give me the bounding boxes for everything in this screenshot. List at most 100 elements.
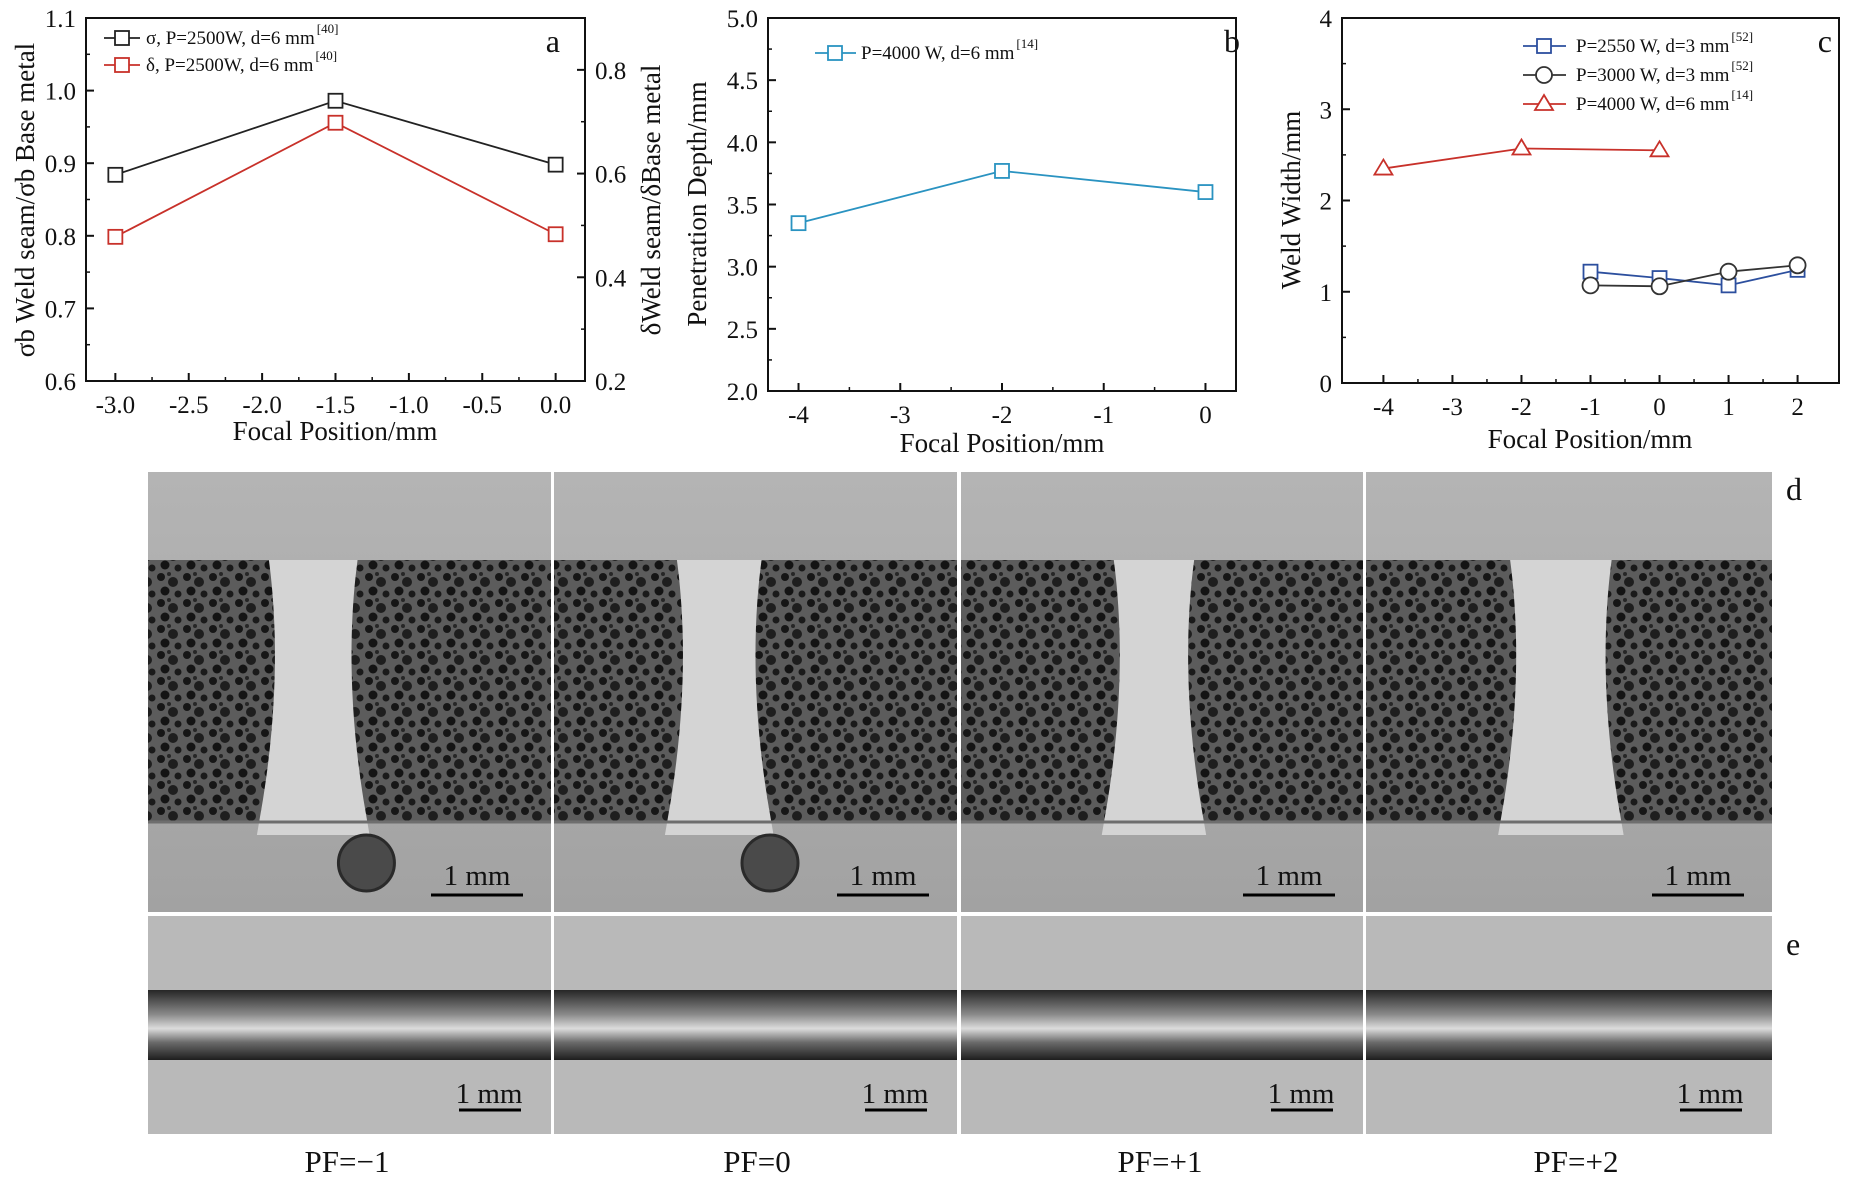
weld-surface-micrograph: 1 mm [148,916,551,1134]
cross-section-micrograph: 1 mm [554,472,957,912]
x-tick-label: -2.5 [169,392,209,419]
pf-label: PF=0 [723,1144,790,1179]
y-tick-label: 0 [1320,371,1333,398]
cross-section-micrograph: 1 mm [148,472,551,912]
y-tick-label: 4 [1320,6,1333,33]
panel-b-legend: P=4000 W, d=6 mm [14] [815,36,1038,64]
series-line [114,121,557,238]
y-tick-label: 0.9 [45,151,76,178]
data-point [327,92,344,109]
x-tick-label: -3 [1442,394,1463,421]
panel-a-ylabel: σb Weld seam/σb Base metal [10,43,40,357]
y-tick-label: 3.5 [727,193,758,220]
scale-bar-label: 1 mm [1665,860,1732,892]
row-e-letter: e [1786,926,1800,962]
legend-a-delta-label: δ, P=2500W, d=6 mm [146,55,314,76]
y-tick-label: 1.1 [45,6,76,33]
fusion-zone [256,560,370,835]
x-tick-label: 2 [1791,394,1804,421]
data-point [107,166,124,183]
panel-c-legend: P=2550 W, d=3 mm [52] P=3000 W, d=3 mm [… [1523,29,1753,115]
y-tick-label: 0.8 [45,224,76,251]
panel-b-series [790,163,1214,232]
legend-a-delta-ref: [40] [315,48,337,63]
y-tick-label: 0.6 [45,369,76,396]
weld-bead [554,990,957,1060]
x-tick-label: -1.0 [389,392,429,419]
data-point [327,114,344,131]
x-tick-label: 0 [1199,402,1212,429]
legend-c-3000-marker [1535,66,1553,84]
legend-a-delta-marker [114,57,130,73]
scale-bar-label: 1 mm [1677,1078,1744,1110]
data-point [1581,276,1600,295]
panel-b-xlabel: Focal Position/mm [900,428,1105,458]
panel-a-xlabel: Focal Position/mm [233,416,438,446]
y-right-tick-label: 0.8 [595,58,626,85]
y-tick-label: 1.0 [45,79,76,106]
scale-bar-label: 1 mm [1268,1078,1335,1110]
panel-a-letter: a [546,23,560,59]
series-line [1590,264,1798,288]
data-point [1197,184,1214,200]
panel-b-letter: b [1224,23,1240,59]
series-line [1590,268,1798,287]
y-tick-label: 0.7 [45,296,76,323]
y-tick-label: 4.5 [727,68,758,95]
panel-c-letter: c [1818,23,1832,59]
x-tick-label: -2 [992,402,1013,429]
x-tick-label: 0 [1653,394,1666,421]
scale-bar-label: 1 mm [456,1078,523,1110]
data-point [994,163,1010,179]
x-tick-label: -0.5 [462,392,502,419]
x-tick-label: -3.0 [96,392,136,419]
legend-c-4000-label: P=4000 W, d=6 mm [1576,94,1730,115]
x-tick-label: -2 [1511,394,1532,421]
panel-c-ylabel: Weld Width/mm [1276,111,1306,289]
x-tick-label: -1.5 [316,392,356,419]
scale-bar-label: 1 mm [850,860,917,892]
scale-bar-label: 1 mm [1256,860,1323,892]
panel-a: -3.0 -2.5 -2.0 -1.5 -1.0 -0.5 0.0 0.6 0.7 0.8 0.9 1… [10,6,666,446]
x-tick-label: 1 [1722,394,1735,421]
y-tick-label: 4.0 [727,130,758,157]
data-point [1788,256,1807,275]
y-tick-label: 3.0 [727,255,758,282]
legend-c-2550-marker [1536,38,1552,54]
series-line [115,99,556,176]
pf-label: PF=+1 [1118,1144,1203,1179]
weld-bead [1366,990,1772,1060]
panel-a-series [107,92,564,245]
cross-section-row: 1 mm 1 mm 1 mm 1 mm [148,472,1772,912]
y-right-tick-label: 0.4 [595,265,627,292]
y-tick-label: 2.0 [727,379,758,406]
data-point [1372,157,1395,176]
legend-c-2550-ref: [52] [1731,29,1753,44]
data-point [107,228,124,245]
x-tick-label: -4 [788,402,809,429]
y-tick-label: 5.0 [727,6,758,33]
panel-c-series [1372,137,1807,296]
panel-b-frame [767,17,1237,392]
x-tick-label: -3 [890,402,911,429]
legend-b-ref: [14] [1016,36,1038,51]
legend-a-sigma-ref: [40] [317,21,339,36]
panel-c-ticks: -4 -3 -2 -1 0 1 2 0 1 2 3 4 [1320,6,1804,421]
weld-bead [148,990,551,1060]
legend-a-sigma-label: σ, P=2500W, d=6 mm [146,28,315,49]
fusion-zone [1498,560,1624,835]
data-point [1719,262,1738,281]
legend-c-3000-ref: [52] [1731,58,1753,73]
weld-surface-micrograph: 1 mm [961,916,1363,1134]
panel-a-ylabel-right: δWeld seam/δBase metal [636,65,666,336]
panel-b-ylabel: Penetration Depth/mm [682,81,712,326]
root-pore [336,833,396,893]
x-tick-label: 0.0 [540,392,571,419]
legend-a-sigma-marker [114,30,130,46]
weld-surface-row: 1 mm 1 mm 1 mm 1 mm [148,916,1772,1134]
panel-a-ticks: -3.0 -2.5 -2.0 -1.5 -1.0 -0.5 0.0 0.6 0.7 0.8 0.9 1… [45,6,627,419]
pf-label: PF=+2 [1534,1144,1619,1179]
x-tick-label: -4 [1373,394,1394,421]
y-right-tick-label: 0.2 [595,369,626,396]
data-point [1648,139,1671,158]
